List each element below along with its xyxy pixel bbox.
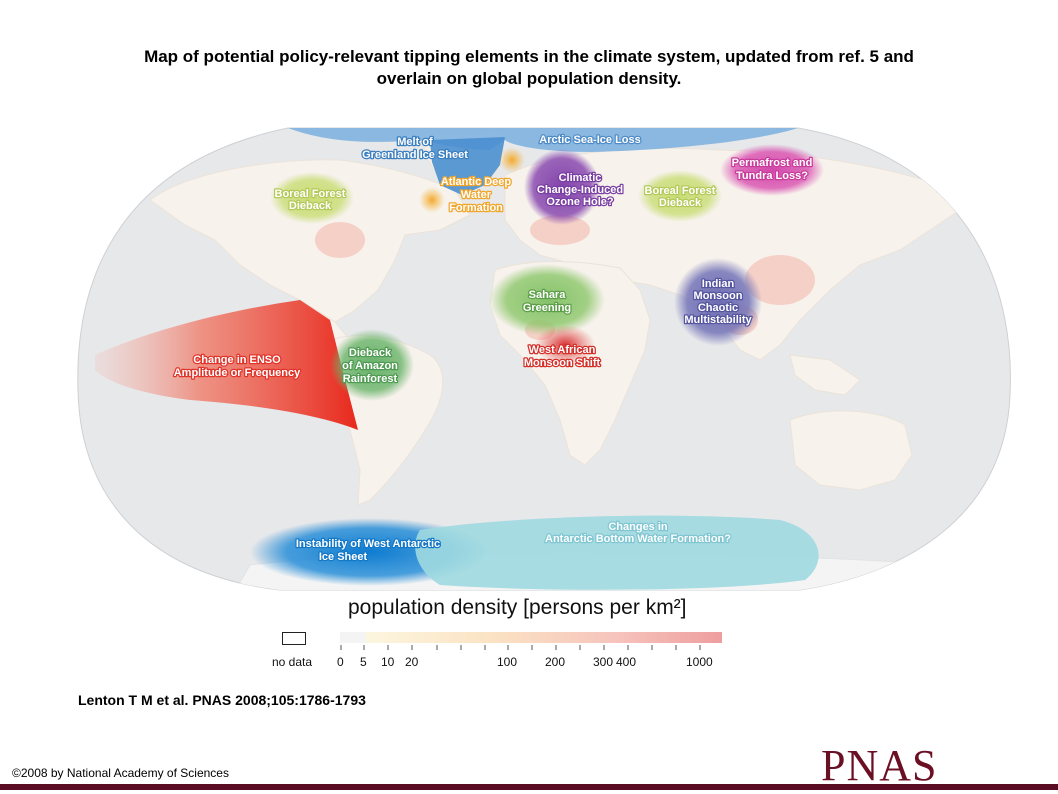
legend-tick-label-0: 0 xyxy=(337,655,344,669)
label-indian-3: Chaotic xyxy=(698,302,738,314)
legend-title: population density [persons per km²] xyxy=(348,596,687,619)
antarctic-bottom-water-region xyxy=(415,515,819,590)
label-permafrost-2: Tundra Loss? xyxy=(736,170,808,182)
legend-tick-label-1000: 1000 xyxy=(686,655,713,669)
label-west-african-2: Monsoon Shift xyxy=(524,357,601,369)
label-west-antarctic-1: Instability of West Antarctic xyxy=(296,538,440,550)
legend-tick-label-20: 20 xyxy=(405,655,419,669)
legend-no-data-label: no data xyxy=(272,655,313,669)
atlantic-deep-water-spot-1 xyxy=(499,147,525,173)
legend-tick-label-400: 400 xyxy=(616,655,637,669)
label-atlantic-2: Water xyxy=(461,189,492,201)
label-indian-2: Monsoon xyxy=(694,290,743,302)
southeast-asia-land xyxy=(789,354,861,396)
title-line-2: overlain on global population density. xyxy=(376,69,682,88)
label-antarctic-bottom-2: Antarctic Bottom Water Formation? xyxy=(545,533,731,545)
legend-colorbar xyxy=(366,632,722,643)
label-enso-2: Amplitude or Frequency xyxy=(174,367,301,379)
label-greenland-2: Greenland Ice Sheet xyxy=(362,149,468,161)
arctic-sea-ice-region xyxy=(288,128,798,152)
sahara-greening-region xyxy=(489,264,605,336)
amazon-rainforest-region xyxy=(330,329,414,401)
label-sahara-2: Greening xyxy=(523,302,571,314)
label-west-antarctic-2: Ice Sheet xyxy=(319,551,368,563)
australia-land xyxy=(789,410,913,491)
label-atlantic-1: Atlantic Deep xyxy=(441,176,512,188)
figure-title: Map of potential policy-relevant tipping… xyxy=(20,46,1038,90)
label-ozone-2: Change-Induced xyxy=(537,184,623,196)
label-boreal-west-1: Boreal Forest xyxy=(275,188,346,200)
copyright-notice: ©2008 by National Academy of Sciences xyxy=(12,766,229,780)
label-greenland-1: Melt of xyxy=(397,136,433,148)
label-west-african-1: West African xyxy=(529,344,596,356)
label-indian-4: Multistability xyxy=(684,314,752,326)
legend-colorbar-nodata-segment xyxy=(340,632,368,643)
label-enso-1: Change in ENSO xyxy=(193,354,281,366)
legend-ticks xyxy=(340,645,701,650)
ozone-hole-region xyxy=(524,149,600,225)
west-african-monsoon-region xyxy=(535,325,595,365)
north-america-land xyxy=(149,159,471,323)
label-boreal-west-2: Dieback xyxy=(289,200,332,212)
label-arctic-sea-ice: Arctic Sea-Ice Loss xyxy=(539,134,641,146)
label-boreal-east-2: Dieback xyxy=(659,197,702,209)
legend-tick-label-200: 200 xyxy=(545,655,566,669)
label-boreal-east-1: Boreal Forest xyxy=(645,185,716,197)
legend-tick-label-5: 5 xyxy=(360,655,367,669)
citation: Lenton T M et al. PNAS 2008;105:1786-179… xyxy=(78,692,366,708)
greenland-ice-sheet-region xyxy=(430,137,505,195)
label-sahara-1: Sahara xyxy=(529,289,567,301)
label-amazon-3: Rainforest xyxy=(343,373,398,385)
boreal-forest-west-region xyxy=(270,172,354,224)
footer-bar xyxy=(0,784,1058,790)
label-antarctic-bottom-1: Changes in xyxy=(608,521,668,533)
label-amazon-1: Dieback xyxy=(349,347,392,359)
label-ozone-1: Climatic xyxy=(559,172,602,184)
legend-no-data-swatch xyxy=(282,632,306,645)
label-amazon-2: of Amazon xyxy=(342,360,398,372)
label-ozone-3: Ozone Hole? xyxy=(546,196,614,208)
permafrost-tundra-region xyxy=(720,144,824,196)
indian-monsoon-region xyxy=(674,258,762,346)
label-indian-1: Indian xyxy=(702,278,735,290)
atlantic-deep-water-spot-2 xyxy=(419,187,445,213)
legend-tick-label-10: 10 xyxy=(381,655,395,669)
legend-tick-label-100: 100 xyxy=(497,655,518,669)
enso-region xyxy=(95,300,358,430)
title-line-1: Map of potential policy-relevant tipping… xyxy=(144,47,914,66)
pnas-logo: PNAS xyxy=(821,741,938,790)
label-permafrost-1: Permafrost and xyxy=(732,157,813,169)
legend-tick-label-300: 300 xyxy=(593,655,614,669)
label-atlantic-3: Formation xyxy=(449,202,503,214)
boreal-forest-east-region xyxy=(638,170,722,222)
